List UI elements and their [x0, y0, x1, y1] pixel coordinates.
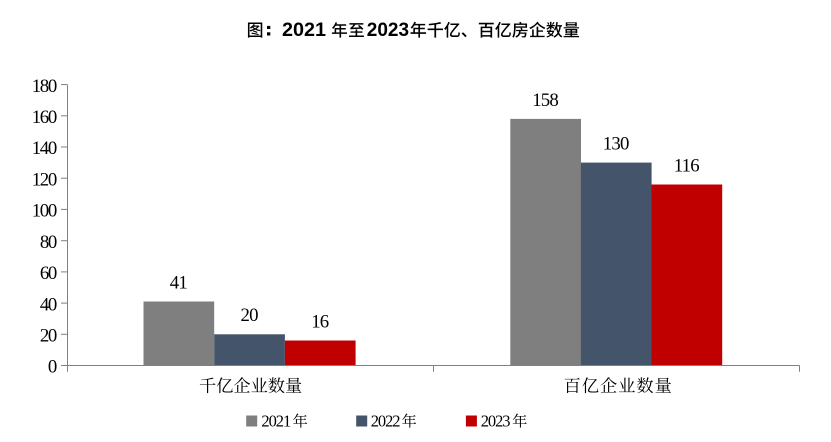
svg-text:158: 158 — [532, 90, 558, 111]
svg-text:0: 0 — [48, 357, 57, 378]
svg-text:20: 20 — [40, 326, 57, 347]
svg-text:2023: 2023 — [481, 412, 511, 431]
svg-text:41: 41 — [170, 272, 188, 293]
svg-text:160: 160 — [32, 107, 57, 128]
svg-text:130: 130 — [603, 134, 629, 155]
svg-text:100: 100 — [32, 201, 57, 222]
svg-text:180: 180 — [32, 76, 57, 97]
svg-text:60: 60 — [40, 263, 57, 284]
svg-text:20: 20 — [241, 305, 259, 326]
svg-text:16: 16 — [311, 311, 329, 332]
svg-text:2023: 2023 — [367, 20, 409, 41]
svg-text:2021: 2021 — [282, 19, 326, 41]
svg-text:120: 120 — [32, 169, 57, 190]
svg-text:2022: 2022 — [371, 412, 401, 431]
svg-text:116: 116 — [674, 155, 699, 176]
svg-text:40: 40 — [40, 294, 57, 315]
svg-text:80: 80 — [40, 232, 57, 253]
svg-text:2021: 2021 — [261, 412, 291, 431]
svg-text:140: 140 — [32, 138, 57, 159]
